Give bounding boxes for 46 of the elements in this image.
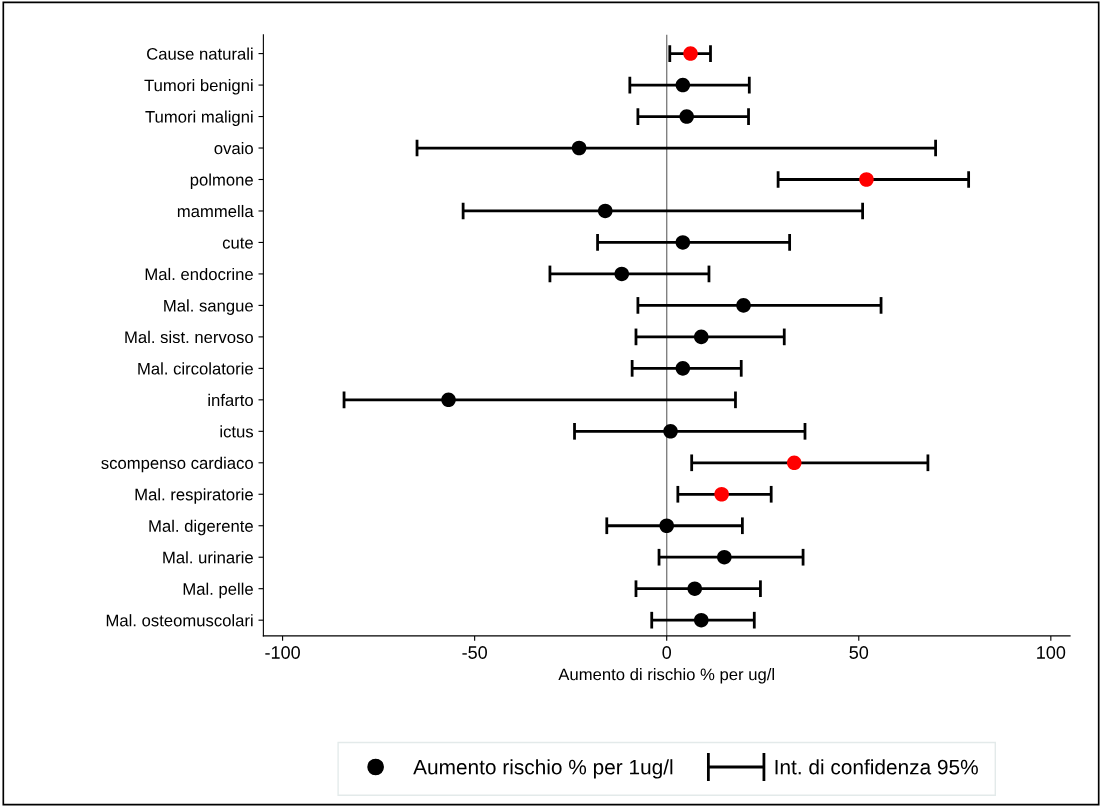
point	[687, 581, 703, 596]
text: Int. di confidenza 95%	[775, 759, 978, 775]
point	[694, 612, 709, 628]
x-axis-title: Aumento di rischio % per ug/l	[558, 668, 774, 684]
point	[659, 518, 674, 534]
x-tick-label: -50	[462, 646, 487, 659]
point	[786, 455, 802, 471]
y-tick-label: Mal. endocrine	[145, 267, 253, 281]
point	[597, 203, 613, 219]
point	[736, 298, 751, 313]
y-tick-label: infarto	[208, 393, 253, 407]
y-tick-label: polmone	[190, 173, 253, 189]
y-tick-label: ovaio	[214, 141, 253, 155]
point	[717, 549, 732, 565]
x-tick-label: 100	[1037, 646, 1066, 659]
point	[675, 361, 691, 376]
point	[714, 486, 729, 502]
point	[614, 266, 630, 282]
point	[683, 46, 698, 61]
point	[694, 329, 709, 345]
y-tick-label: Cause naturali	[147, 47, 253, 60]
y-tick-label: Mal. circolatorie	[138, 362, 253, 375]
y-tick-label: scompenso cardiaco	[101, 456, 253, 473]
x-tick-label: 0	[662, 646, 672, 659]
y-tick-label: mammella	[177, 204, 254, 218]
point	[675, 235, 691, 250]
y-tick-label: Mal. sist. nervoso	[125, 330, 253, 344]
y-tick-label: cute	[222, 237, 253, 249]
point	[859, 172, 874, 187]
point	[679, 109, 694, 124]
point	[663, 424, 678, 439]
point	[675, 77, 691, 93]
y-tick-label: Mal. digerente	[149, 519, 253, 536]
y-tick-label: Tumori maligni	[145, 110, 253, 127]
x-tick-label: -100	[265, 646, 300, 659]
y-tick-label: ictus	[220, 425, 254, 438]
point	[441, 392, 456, 408]
legend-label: Aumento rischio % per 1ug/l	[413, 759, 673, 779]
y-tick-label: Mal. respiratorie	[135, 488, 253, 504]
y-tick-label: Tumori benigni	[144, 79, 253, 95]
y-tick-label: Mal. pelle	[183, 582, 253, 599]
y-tick-label: Mal. urinarie	[163, 551, 253, 564]
y-tick-label: Mal. sangue	[164, 299, 253, 315]
y-tick-label: Mal. osteomuscolari	[106, 614, 253, 627]
point	[571, 140, 587, 156]
x-tick-label: 50	[849, 646, 869, 659]
